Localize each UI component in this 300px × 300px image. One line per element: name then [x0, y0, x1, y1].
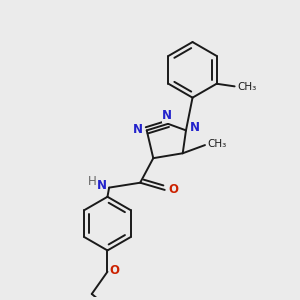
- Text: CH₃: CH₃: [237, 82, 256, 92]
- Text: N: N: [133, 123, 142, 136]
- Text: O: O: [110, 264, 120, 277]
- Text: N: N: [97, 178, 107, 191]
- Text: O: O: [168, 183, 178, 196]
- Text: CH₃: CH₃: [208, 139, 227, 149]
- Text: N: N: [190, 121, 200, 134]
- Text: N: N: [162, 109, 172, 122]
- Text: H: H: [88, 175, 97, 188]
